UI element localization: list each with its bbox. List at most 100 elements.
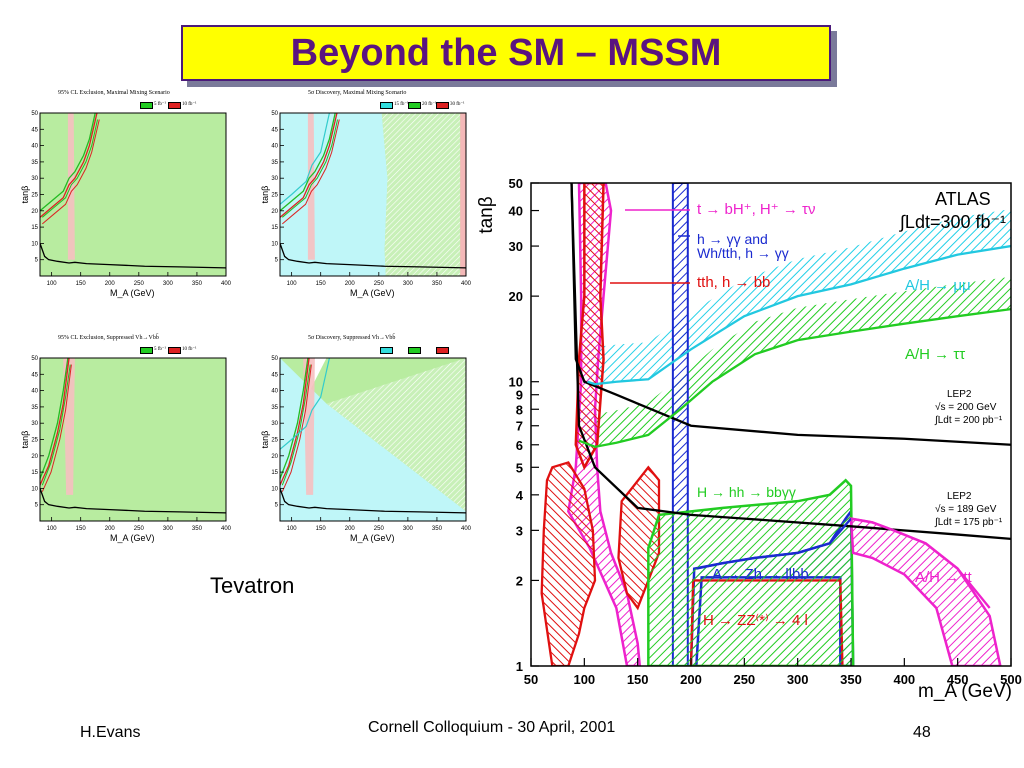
x-tick-label: 150 bbox=[76, 281, 87, 287]
annotation-label: tth, h → bb bbox=[697, 274, 770, 291]
y-axis-label: tanβ bbox=[260, 431, 270, 449]
red-limit-curve bbox=[279, 357, 310, 486]
red-low-region bbox=[540, 461, 597, 666]
green-limit-curve bbox=[41, 364, 71, 486]
x-tick-label: 400 bbox=[221, 281, 232, 287]
atlas-title: ATLAS bbox=[935, 189, 991, 209]
x-tick-label: 200 bbox=[105, 281, 116, 287]
mini-chart-2: 5σ Discovery, Maximal Mixing Scenario 15 … bbox=[260, 88, 480, 303]
series-curve-4 bbox=[578, 307, 1011, 449]
red-region bbox=[460, 113, 466, 276]
slide-title: Beyond the SM – MSSM bbox=[290, 31, 722, 74]
green-limit-curve bbox=[42, 119, 99, 218]
y-tick-label: 10 bbox=[31, 241, 38, 247]
y-tick-label: 5 bbox=[516, 460, 523, 475]
y-tick-label: 7 bbox=[516, 419, 523, 434]
green-limit-curve bbox=[39, 357, 69, 479]
green-limit-curve bbox=[39, 112, 96, 212]
y-tick-label: 15 bbox=[271, 225, 278, 231]
annotation-label: t → bH⁺, H⁺ → τν bbox=[697, 201, 815, 218]
y-tick-label: 50 bbox=[31, 356, 38, 362]
annotation-label: H → ZZ⁽*⁾ → 4 l bbox=[703, 612, 808, 629]
y-tick-label: 6 bbox=[516, 438, 523, 453]
pink-region bbox=[67, 113, 75, 260]
lep-limit-curve bbox=[279, 488, 467, 514]
x-tick-label: 200 bbox=[680, 672, 702, 687]
green-limit-curve bbox=[279, 112, 336, 212]
x-tick-label: 100 bbox=[573, 672, 595, 687]
y-tick-label: 5 bbox=[35, 258, 39, 264]
x-tick-label: 100 bbox=[287, 526, 298, 532]
x-tick-label: 50 bbox=[524, 672, 538, 687]
mini-chart-title: 5σ Discovery, Suppressed Vh→Vbb̄ bbox=[308, 335, 396, 341]
red-limit-curve bbox=[39, 357, 70, 486]
annotation-label: A/H → μμ bbox=[905, 277, 971, 294]
x-tick-label: 350 bbox=[192, 526, 203, 532]
y-tick-label: 50 bbox=[271, 111, 278, 117]
y-tick-label: 35 bbox=[271, 405, 278, 411]
y-tick-label: 20 bbox=[31, 209, 38, 215]
lep2_b-label: √s = 189 GeV bbox=[935, 503, 997, 515]
lep2_a-label: LEP2 bbox=[947, 389, 972, 400]
series-curve-5 bbox=[696, 517, 852, 570]
mini-chart-title: 5σ Discovery, Maximal Mixing Scenario bbox=[308, 90, 407, 96]
green-limit-curve bbox=[281, 364, 311, 486]
y-tick-label: 25 bbox=[271, 438, 278, 444]
atlas-frame bbox=[530, 182, 1012, 667]
x-tick-label: 250 bbox=[134, 281, 145, 287]
red-limit-curve bbox=[42, 119, 100, 225]
y-tick-label: 10 bbox=[31, 486, 38, 492]
lep-limit-curve bbox=[39, 488, 227, 514]
cyan-limit-curve bbox=[279, 112, 330, 205]
y-tick-label: 40 bbox=[31, 144, 38, 150]
footer-page: 48 bbox=[913, 724, 931, 741]
series-curve-2 bbox=[570, 183, 1011, 541]
mini-chart-plot: 100 150 200 250 300 350 400 5 10 15 20 25 30 35 40 45 50… bbox=[20, 111, 232, 298]
annotation-label: h → γγ and bbox=[697, 231, 768, 247]
annotation-label: Wh/tth, h → γγ bbox=[697, 245, 789, 261]
y-tick-label: 15 bbox=[271, 470, 278, 476]
annotation-label: H → hh → bbγγ bbox=[697, 484, 796, 500]
y-tick-label: 20 bbox=[271, 454, 278, 460]
mini-chart-plot: 100 150 200 250 300 350 400 5 10 15 20 25 30 35 40 45 50… bbox=[260, 356, 472, 543]
x-tick-label: 100 bbox=[47, 281, 58, 287]
x-tick-label: 200 bbox=[345, 281, 356, 287]
y-tick-label: 30 bbox=[509, 239, 523, 254]
x-tick-label: 400 bbox=[221, 526, 232, 532]
y-tick-label: 2 bbox=[516, 573, 523, 588]
y-axis-label: tanβ bbox=[476, 196, 497, 233]
x-tick-label: 350 bbox=[432, 526, 443, 532]
green-limit-curve bbox=[279, 357, 309, 479]
x-tick-label: 150 bbox=[316, 526, 327, 532]
series-curve-3 bbox=[587, 244, 1011, 386]
y-axis-label: tanβ bbox=[20, 431, 30, 449]
tautau-hatch-band bbox=[579, 276, 1011, 447]
y-tick-label: 50 bbox=[31, 111, 38, 117]
legend-swatch bbox=[380, 347, 393, 354]
y-tick-label: 25 bbox=[271, 193, 278, 199]
y-tick-label: 25 bbox=[31, 193, 38, 199]
x-axis-label: M_A (GeV) bbox=[350, 533, 395, 543]
x-tick-label: 150 bbox=[627, 672, 649, 687]
y-tick-label: 40 bbox=[271, 144, 278, 150]
y-tick-label: 5 bbox=[35, 503, 39, 509]
x-tick-label: 300 bbox=[403, 281, 414, 287]
lep2_b-label: LEP2 bbox=[947, 491, 972, 502]
legend-swatch bbox=[140, 102, 153, 109]
atlas-plot-area bbox=[540, 183, 1011, 666]
series-curve-6 bbox=[850, 517, 991, 609]
x-tick-label: 450 bbox=[947, 672, 969, 687]
green-limit-curve bbox=[282, 119, 339, 218]
mini-chart-plot: 100 150 200 250 300 350 400 5 10 15 20 25 30 35 40 45 50… bbox=[260, 111, 472, 298]
x-tick-label: 250 bbox=[733, 672, 755, 687]
x-tick-label: 400 bbox=[893, 672, 915, 687]
y-tick-label: 45 bbox=[31, 127, 38, 133]
y-tick-label: 4 bbox=[516, 488, 524, 503]
x-tick-label: 100 bbox=[287, 281, 298, 287]
discovery-region bbox=[280, 113, 388, 276]
legend-label: 15 fb⁻¹ bbox=[394, 102, 409, 107]
tevatron-caption: Tevatron bbox=[210, 573, 295, 598]
cyan-limit-curve bbox=[279, 357, 330, 450]
mini-chart-title: 95% CL Exclusion, Suppressed Vh→Vbb̄ bbox=[58, 335, 159, 341]
y-tick-label: 20 bbox=[31, 454, 38, 460]
